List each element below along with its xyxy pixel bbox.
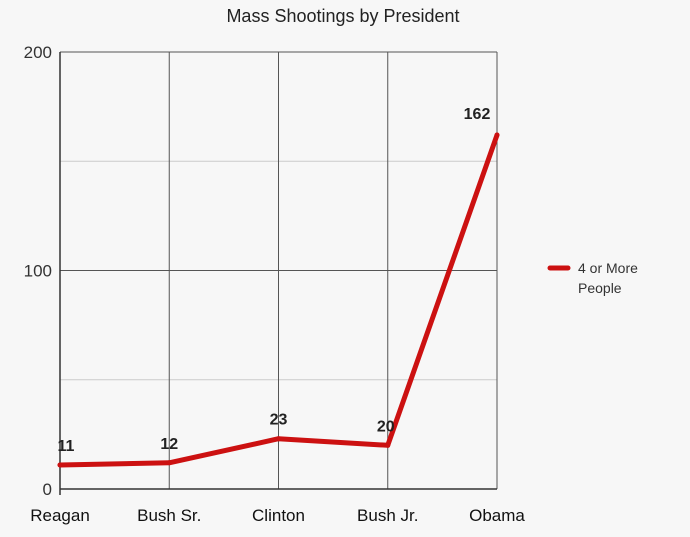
data-labels: 11 12 23 20 162 — [58, 106, 491, 455]
data-point — [385, 442, 391, 448]
data-label: 23 — [270, 412, 288, 429]
data-point — [166, 460, 172, 466]
legend: 4 or More People — [547, 260, 638, 296]
data-label: 11 — [58, 438, 75, 455]
data-label: 20 — [377, 418, 395, 435]
chart-title: Mass Shootings by President — [226, 6, 459, 26]
data-point — [494, 132, 500, 138]
data-label: 162 — [464, 106, 491, 123]
y-tick-label: 200 — [24, 43, 52, 62]
y-tick-label: 100 — [24, 262, 52, 281]
legend-label: 4 or More — [578, 260, 638, 276]
legend-label: People — [578, 280, 622, 296]
data-point — [276, 436, 281, 442]
data-label: 12 — [160, 436, 178, 453]
x-tick-label: Clinton — [252, 506, 305, 525]
x-tick-label: Bush Sr. — [137, 506, 201, 525]
x-tick-label: Bush Jr. — [357, 506, 418, 525]
x-tick-label: Obama — [469, 506, 525, 525]
data-point — [57, 462, 63, 468]
y-tick-label: 0 — [43, 480, 52, 499]
series — [57, 132, 500, 468]
x-tick-label: Reagan — [30, 506, 90, 525]
axes: 0 100 200 Reagan Bush Sr. Clinton Bush Jr. Obam… — [24, 43, 526, 525]
